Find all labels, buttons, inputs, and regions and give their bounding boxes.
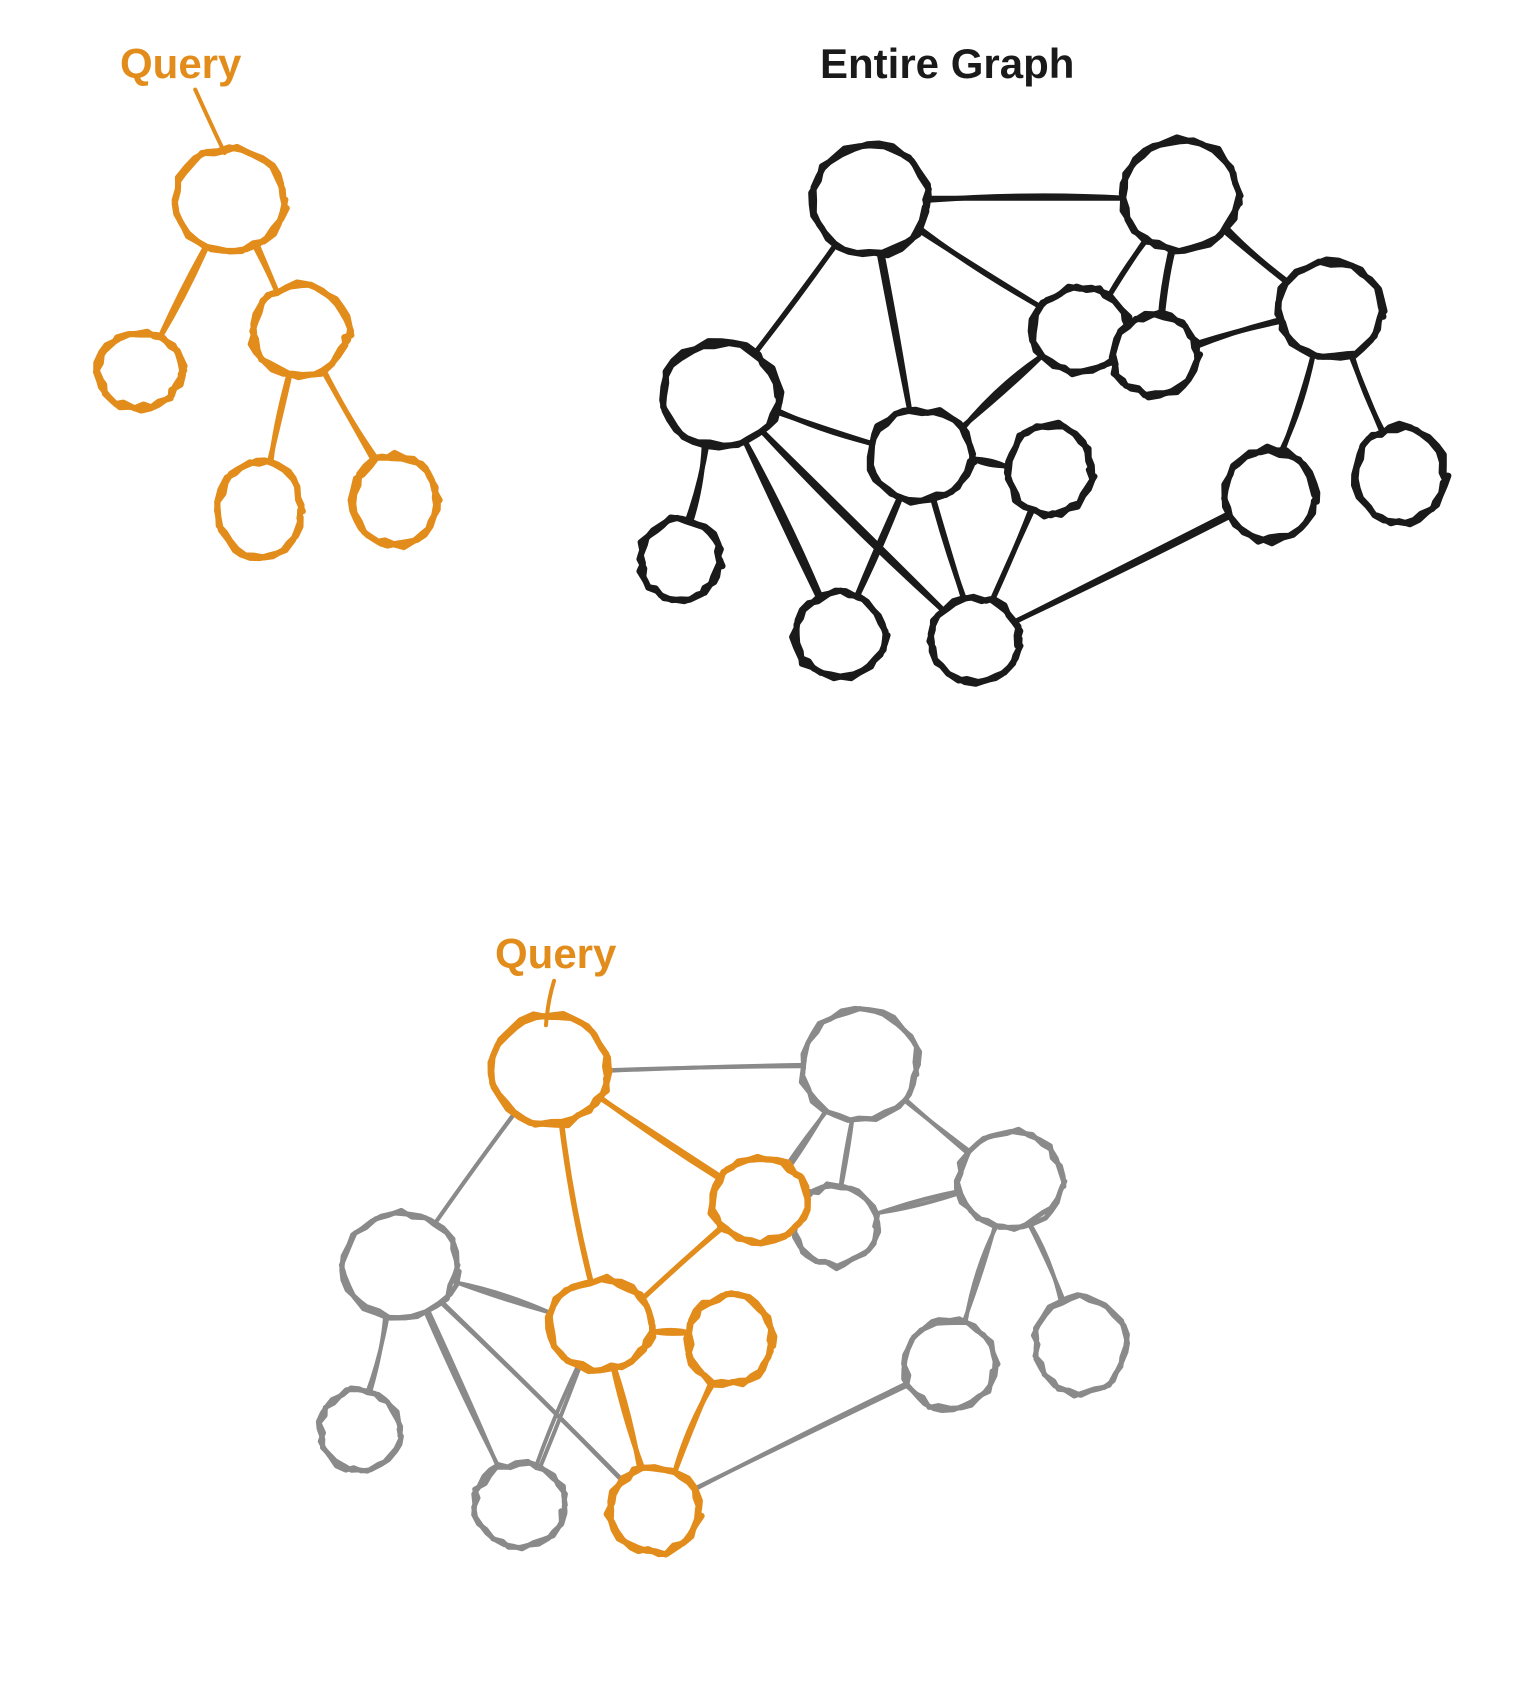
graph-edge — [606, 1066, 800, 1070]
graph-node — [1224, 447, 1317, 544]
graph-edge — [744, 440, 818, 597]
graph-edge — [454, 1282, 550, 1313]
graph-node — [1123, 137, 1240, 251]
graph-node — [607, 1468, 702, 1555]
graph-node — [251, 282, 352, 375]
graph-edge — [842, 1119, 853, 1184]
graph-edge — [536, 1365, 578, 1465]
graph-edge — [601, 1098, 719, 1178]
graph-node — [1007, 426, 1095, 516]
graph-node — [353, 457, 436, 546]
graph-node — [217, 460, 302, 557]
graph-node — [1277, 260, 1383, 357]
graph-edge — [917, 229, 1041, 307]
query-label-top: Query — [120, 40, 241, 88]
graph-edge — [905, 1101, 969, 1150]
graph-edge — [436, 1112, 515, 1222]
graph-node — [801, 1008, 917, 1120]
graph-edge — [195, 90, 224, 153]
graph-edge — [562, 1122, 592, 1281]
graph-node — [342, 1213, 459, 1318]
graph-edge — [1224, 231, 1287, 283]
query-label-bottom: Query — [495, 930, 616, 978]
graph-edge — [675, 1381, 712, 1472]
graph-node — [1356, 427, 1446, 523]
graph-edge — [1110, 240, 1147, 294]
graph-node — [491, 1014, 608, 1125]
graph-node — [711, 1157, 808, 1243]
graph-edge — [754, 244, 836, 354]
graph-edge — [161, 247, 206, 335]
graph-node — [1036, 1295, 1128, 1396]
graph-edge — [254, 245, 276, 290]
graph-edge — [874, 1192, 962, 1213]
graph-node — [548, 1277, 652, 1371]
entire-graph-label: Entire Graph — [820, 40, 1074, 88]
graph-edge — [1017, 517, 1228, 620]
graph-edge — [691, 447, 704, 521]
graph-node — [811, 144, 929, 256]
graph-edge — [991, 511, 1032, 602]
graph-node — [870, 410, 975, 503]
graph-edge — [1352, 356, 1383, 432]
graph-node — [96, 332, 185, 409]
graph-edge — [856, 495, 900, 597]
graph-edge — [650, 1331, 690, 1334]
graph-edge — [615, 1369, 640, 1471]
graph-edge — [428, 1310, 499, 1468]
graph-edge — [271, 372, 289, 461]
graph-node — [688, 1294, 774, 1385]
graph-edge — [787, 1111, 827, 1165]
graph-edge — [694, 1386, 908, 1490]
graph-edge — [368, 1314, 389, 1392]
diagram-canvas — [0, 0, 1516, 1688]
graph-edge — [882, 252, 910, 411]
graph-node — [319, 1390, 401, 1471]
graph-edge — [1194, 320, 1281, 348]
graph-edge — [322, 370, 372, 458]
graph-node — [931, 598, 1021, 682]
graph-node — [904, 1322, 995, 1410]
graph-edge — [933, 496, 964, 598]
graph-node — [662, 343, 781, 445]
graph-node — [175, 147, 287, 251]
graph-edge — [642, 1227, 724, 1300]
graph-edge — [539, 1369, 579, 1469]
